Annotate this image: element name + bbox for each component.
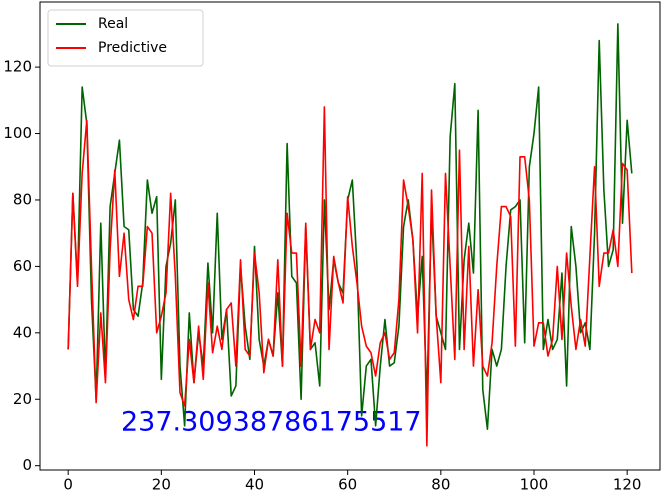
- x-tick-label: 20: [152, 476, 171, 494]
- y-tick-label: 60: [13, 257, 32, 275]
- y-tick-label: 0: [22, 456, 32, 474]
- x-tick-label: 40: [245, 476, 264, 494]
- x-tick-label: 120: [613, 476, 642, 494]
- x-tick-label: 0: [63, 476, 73, 494]
- y-tick-label: 20: [13, 390, 32, 408]
- x-tick-label: 100: [520, 476, 549, 494]
- y-tick-label: 80: [13, 190, 32, 208]
- y-tick-label: 120: [3, 58, 32, 76]
- y-tick-label: 40: [13, 323, 32, 341]
- annotation: 237.30938786175517: [121, 407, 422, 438]
- legend-label: Predictive: [98, 40, 167, 56]
- series-line: [67, 23, 633, 430]
- legend-box: [47, 9, 204, 67]
- series-line: [67, 106, 633, 447]
- legend-label: Real: [98, 16, 128, 32]
- x-tick-label: 80: [431, 476, 450, 494]
- y-tick-label: 100: [3, 124, 32, 142]
- axes-frame: [39, 1, 661, 471]
- legend: Real Predictive: [47, 9, 204, 67]
- x-tick-label: 60: [338, 476, 357, 494]
